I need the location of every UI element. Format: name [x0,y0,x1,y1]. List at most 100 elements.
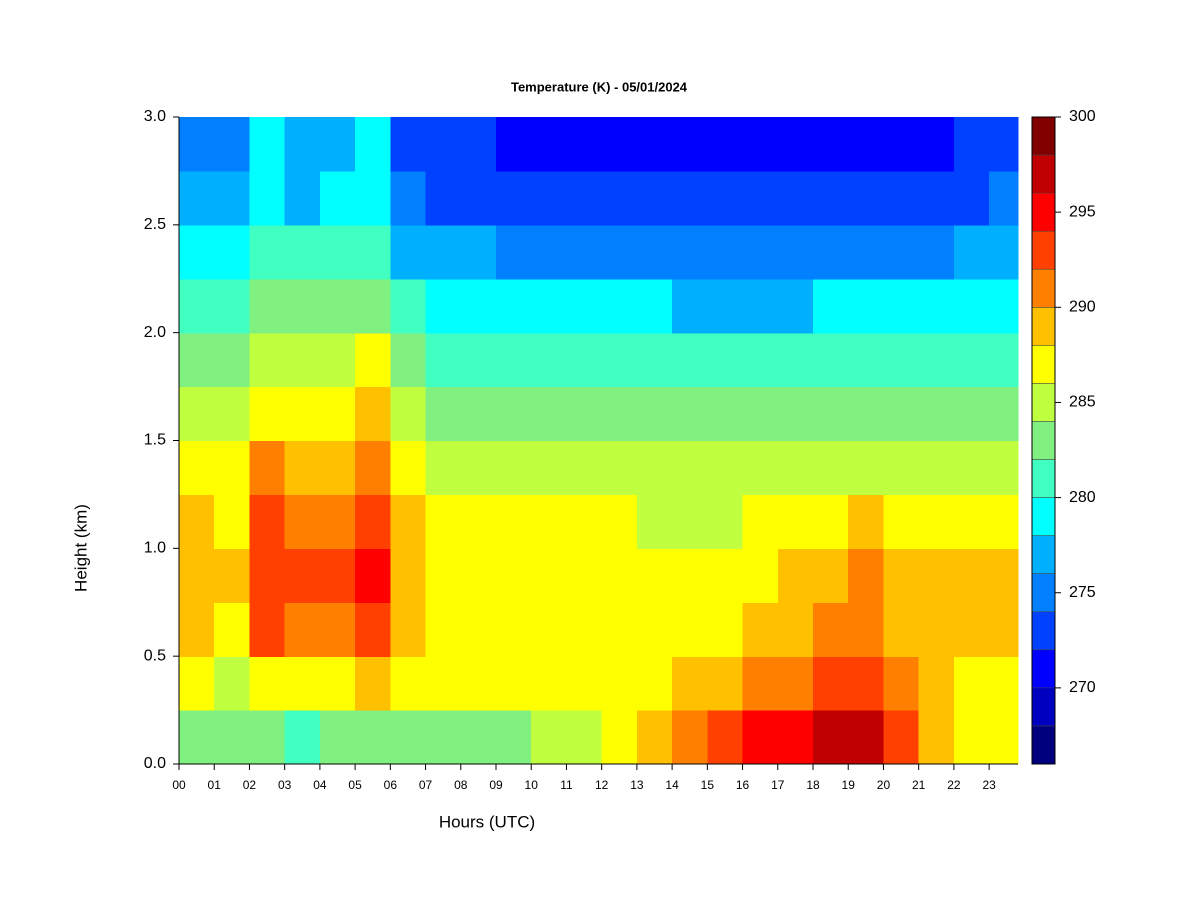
heatmap-cell [179,656,215,711]
heatmap-cell [636,278,673,334]
heatmap-cell [601,224,638,280]
heatmap-cell [319,386,356,442]
heatmap-cell [989,224,1019,280]
heatmap-cell [953,278,990,334]
heatmap-cell [425,710,462,765]
heatmap-cell [460,710,497,765]
heatmap-cell [636,440,673,496]
heatmap-cell [496,710,532,765]
heatmap-cell [953,710,990,765]
heatmap-cell [813,602,849,657]
heatmap-cell [460,440,497,496]
heatmap-cell [390,710,427,765]
heatmap-cell [989,170,1019,226]
colorbar-box [1032,231,1055,270]
colorbar-tick-label: 285 [1069,394,1096,411]
heatmap-cell [636,224,673,280]
heatmap-cell [742,170,779,226]
heatmap-cell [390,386,427,442]
heatmap-cell [249,710,286,765]
heatmap-cell [707,602,744,657]
heatmap-cell [355,548,391,603]
heatmap-cell [848,332,885,388]
colorbar-box [1032,155,1055,194]
heatmap-cell [425,386,462,442]
heatmap-cell [918,278,955,334]
heatmap-cell [390,656,427,711]
heatmap-cell [883,494,920,549]
colorbar-box [1032,573,1055,612]
colorbar-box [1032,193,1055,232]
heatmap-cell [179,224,215,280]
heatmap-cell [214,117,251,172]
heatmap-cell [390,224,427,280]
heatmap-cell [918,710,955,765]
heatmap-cell [355,386,391,442]
heatmap-cell [460,117,497,172]
heatmap-cell [707,656,744,711]
heatmap-cell [284,710,321,765]
heatmap-cell [636,386,673,442]
heatmap-cell [918,224,955,280]
heatmap-cell [601,494,638,549]
axes: 0.0 0.5 1.0 1.5 2.0 2.5 3.0 00 01 02 03 04 05 06 07 08 0… [144,108,1018,792]
heatmap-cell [214,548,251,603]
heatmap-cell [777,710,814,765]
heatmap-cell [355,602,391,657]
heatmap-cell [848,224,885,280]
heatmap-cell [425,117,462,172]
colorbar-tick-label: 280 [1069,489,1096,506]
heatmap-cell [566,548,603,603]
y-tick-label: 0.5 [144,647,166,664]
heatmap-cell [425,602,462,657]
heatmap-cell [636,117,673,172]
heatmap-cell [672,117,708,172]
heatmap-cell [355,332,391,388]
heatmap-cell [742,440,779,496]
y-tick-label: 2.0 [144,324,166,341]
heatmap-cell [601,332,638,388]
heatmap-cell [989,386,1019,442]
heatmap-cell [249,494,286,549]
heatmap-cell [989,278,1019,334]
heatmap-cell [496,494,532,549]
heatmap-cell [284,332,321,388]
heatmap-cell [284,602,321,657]
heatmap-cell [284,440,321,496]
colorbar-frame [1031,116,1056,765]
heatmap-cell [989,602,1019,657]
heatmap-cell [214,386,251,442]
heatmap-cell [918,332,955,388]
heatmap-cell [460,386,497,442]
heatmap-cell [214,278,251,334]
heatmap-cell [953,170,990,226]
x-tick-label: 19 [842,778,856,792]
heatmap-cell [249,117,286,172]
heatmap-cell [707,440,744,496]
heatmap-cell [284,494,321,549]
heatmap-cell [636,710,673,765]
x-tick-label: 12 [595,778,609,792]
heatmap-cell [953,548,990,603]
heatmap-cell [460,224,497,280]
heatmap-cell [531,224,568,280]
heatmap-cell [777,548,814,603]
heatmap-cell [848,117,885,172]
heatmap-cell [672,170,708,226]
heatmap-cell [707,710,744,765]
heatmap-cell [319,548,356,603]
heatmap-cell [249,170,286,226]
heatmap-cell [636,170,673,226]
heatmap-cell [601,386,638,442]
heatmap-cell [249,332,286,388]
heatmap-cell [425,278,462,334]
heatmap-cell [214,170,251,226]
heatmap-cell [390,440,427,496]
heatmap-cell [742,386,779,442]
heatmap-cell [848,602,885,657]
heatmap-cell [496,440,532,496]
heatmap-cell [813,386,849,442]
heatmap-cell [390,602,427,657]
heatmap-cell [883,656,920,711]
heatmap-cell [249,278,286,334]
